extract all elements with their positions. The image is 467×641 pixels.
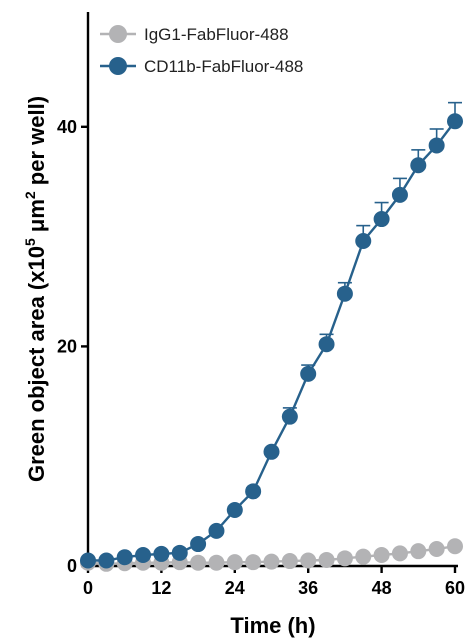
data-point — [135, 547, 152, 564]
data-point — [355, 548, 372, 565]
y-ticks: 0 20 40 — [57, 117, 88, 576]
data-point — [410, 543, 427, 560]
series-1 — [80, 101, 463, 569]
x-tick-label: 0 — [83, 578, 93, 598]
data-point — [318, 336, 335, 353]
x-tick-label: 60 — [445, 578, 465, 598]
data-point — [281, 553, 298, 570]
legend: IgG1-FabFluor-488 CD11b-FabFluor-488 — [100, 25, 303, 76]
data-point — [245, 554, 262, 571]
y-tick-label: 20 — [57, 336, 77, 356]
x-tick-label: 24 — [225, 578, 245, 598]
data-point — [300, 365, 317, 382]
legend-marker-cd11b — [109, 57, 127, 75]
y-axis-title-exponent: 5 — [22, 238, 38, 246]
legend-item-cd11b: CD11b-FabFluor-488 — [100, 57, 303, 76]
series-layer — [80, 101, 463, 572]
data-point — [263, 443, 280, 460]
data-point — [116, 549, 133, 566]
data-point — [318, 551, 335, 568]
x-tick-label: 48 — [372, 578, 392, 598]
data-point — [171, 544, 188, 561]
data-point — [410, 157, 427, 174]
data-point — [226, 502, 243, 519]
data-point — [373, 211, 390, 228]
data-point — [190, 554, 207, 571]
y-axis-title-unit: μm — [24, 199, 49, 238]
data-point — [373, 547, 390, 564]
data-point — [80, 552, 96, 569]
legend-label-cd11b: CD11b-FabFluor-488 — [144, 57, 303, 76]
y-axis-title-prefix: Green object area (x10 — [24, 246, 49, 482]
data-point — [391, 545, 408, 562]
x-ticks: 0 12 24 36 48 60 — [83, 566, 465, 598]
y-axis-title: Green object area (x105 μm2 per well) — [22, 96, 49, 482]
y-axis-title-unit-exponent: 2 — [22, 191, 38, 199]
y-tick-label: 0 — [67, 556, 77, 576]
data-point — [336, 550, 353, 567]
y-axis-title-suffix: per well) — [24, 96, 49, 191]
data-point — [281, 408, 298, 425]
y-tick-label: 40 — [57, 117, 77, 137]
data-point — [428, 540, 445, 557]
data-point — [391, 186, 408, 203]
legend-marker-igg1 — [109, 25, 127, 43]
data-point — [447, 538, 463, 555]
data-point — [190, 536, 207, 553]
data-point — [428, 137, 445, 154]
legend-item-igg1: IgG1-FabFluor-488 — [100, 25, 289, 44]
data-point — [263, 553, 280, 570]
data-point — [226, 554, 243, 571]
data-point — [336, 285, 353, 302]
data-point — [355, 232, 372, 249]
data-point — [208, 554, 225, 571]
data-point — [153, 545, 170, 562]
data-point — [208, 522, 225, 539]
legend-label-igg1: IgG1-FabFluor-488 — [144, 25, 289, 44]
data-point — [300, 552, 317, 569]
data-point — [98, 552, 115, 569]
x-tick-label: 12 — [151, 578, 171, 598]
x-axis-title: Time (h) — [230, 613, 315, 638]
data-point — [245, 483, 262, 500]
axes: 0 12 24 36 48 60 0 20 40 — [57, 12, 465, 598]
data-point — [447, 113, 463, 130]
x-tick-label: 36 — [298, 578, 318, 598]
